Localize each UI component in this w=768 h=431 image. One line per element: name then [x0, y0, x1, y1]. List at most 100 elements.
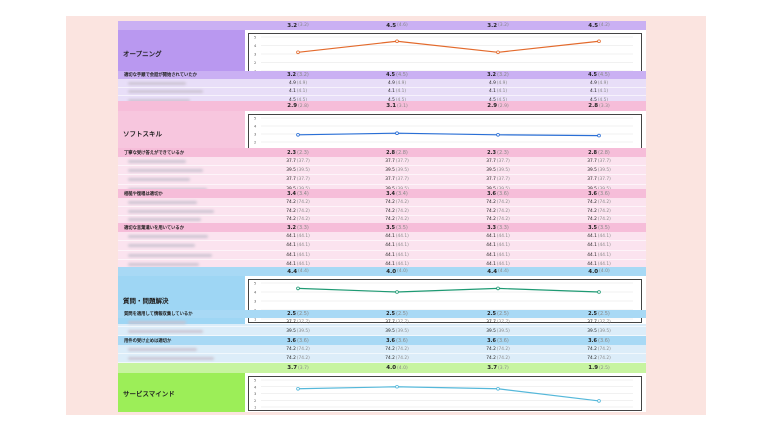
redacted-label: [128, 263, 199, 267]
data-point: [597, 39, 601, 44]
score-value: 3.2: [287, 224, 296, 231]
score-previous: (37.7): [597, 177, 611, 183]
score-value: 2.5: [386, 311, 395, 317]
score-cell: 44.1 (44.1): [452, 260, 544, 269]
score-cell: 74.2 (74.2): [452, 198, 544, 207]
score-cell: 4.5(4.5): [351, 96, 443, 105]
score-value: 74.2: [486, 347, 496, 353]
score-value: 44.1: [587, 252, 597, 258]
score-previous: (74.2): [395, 356, 409, 362]
score-cell: 74.2 (74.2): [252, 345, 344, 354]
score-previous: (37.7): [395, 159, 409, 165]
score-previous: (3.3): [497, 224, 509, 231]
score-previous: (74.2): [296, 208, 310, 214]
row-divider: [118, 205, 646, 207]
question-label: 丁寧な受け答えができているか: [124, 150, 185, 156]
redacted-label: [128, 81, 186, 85]
score-previous: (44.1): [395, 252, 409, 258]
score-cell: 39.5(39.5): [553, 327, 645, 336]
score-value: 44.1: [385, 262, 395, 268]
redacted-label: [128, 178, 190, 182]
score-cell: 37.7 (37.7): [351, 175, 443, 184]
data-point: [597, 290, 601, 294]
score-previous: (37.7): [496, 177, 510, 183]
redacted-label: [128, 235, 208, 239]
score-cell: 44.1 (44.1): [553, 260, 645, 269]
score-value: 37.7: [587, 177, 597, 183]
score-value: 4.1: [288, 89, 296, 95]
score-previous: (39.5): [597, 329, 611, 335]
row-divider: [118, 249, 646, 251]
row-divider: [118, 258, 646, 260]
score-value: 44.1: [486, 243, 496, 249]
score-value: 3.7: [487, 365, 498, 371]
score-previous: (2.3): [497, 149, 509, 156]
row-divider: [118, 183, 646, 185]
score-value: 3.2: [487, 72, 496, 78]
score-value: 37.7: [385, 320, 395, 326]
score-previous: (4.0): [397, 365, 408, 371]
score-value: 4.5: [386, 22, 397, 29]
score-previous: (39.5): [296, 168, 310, 174]
score-value: 74.2: [587, 356, 597, 362]
section-summary-row: 3.2 (3.2) 4.5 (4.6) 3.2 (3.2) 4.5 (4.2): [118, 21, 646, 30]
score-value: 2.3: [487, 149, 496, 156]
score-value: 3.5: [588, 224, 597, 231]
score-cell: 2.3 (2.3): [452, 148, 544, 157]
score-previous: (3.3): [297, 224, 309, 231]
score-value: 4.9: [488, 80, 496, 86]
score-previous: (74.2): [296, 356, 310, 362]
score-value: 4.9: [387, 80, 395, 86]
score-value: 44.1: [587, 262, 597, 268]
score-cell: 3.2 (3.2): [252, 21, 344, 30]
score-cell: 74.2 (74.2): [452, 354, 544, 363]
score-cell: 39.5(39.5): [452, 327, 544, 336]
score-value: 3.2: [287, 22, 298, 29]
score-previous: (37.7): [597, 320, 611, 326]
redacted-label: [128, 330, 203, 334]
score-previous: (4.4): [298, 269, 309, 274]
score-value: 3.6: [386, 337, 395, 344]
score-value: 74.2: [286, 208, 296, 214]
score-previous: (4.4): [498, 269, 509, 274]
score-previous: (3.2): [298, 23, 309, 28]
score-value: 74.2: [385, 356, 395, 362]
score-previous: (3.5): [598, 224, 610, 231]
y-tick-label: 3: [254, 53, 256, 57]
score-previous: (37.7): [496, 159, 510, 165]
score-cell: 37.7 (37.7): [252, 318, 344, 327]
score-value: 39.5: [286, 168, 296, 174]
score-cell: 37.7 (37.7): [351, 318, 443, 327]
score-previous: (4.5): [598, 98, 608, 103]
y-tick-label: 4: [254, 44, 257, 48]
score-value: 2.5: [487, 311, 496, 317]
score-value: 39.5: [587, 168, 597, 174]
score-cell: 74.2 (74.2): [351, 354, 443, 363]
score-cell: 44.1 (44.1): [553, 251, 645, 260]
score-cell: 4.0 (4.0): [351, 267, 443, 276]
data-point: [496, 286, 500, 291]
score-value: 37.7: [486, 177, 496, 183]
section-category: ソフトスキル: [118, 111, 245, 155]
score-value: 44.1: [385, 243, 395, 249]
score-cell: 3.6 (3.6): [452, 336, 544, 345]
score-previous: (3.1): [397, 103, 408, 109]
score-previous: (44.1): [296, 234, 310, 240]
score-value: 74.2: [385, 208, 395, 214]
score-previous: (44.1): [496, 262, 510, 268]
score-cell: 37.7 (37.7): [553, 157, 645, 166]
score-value: 4.1: [387, 89, 395, 95]
score-value: 3.6: [588, 337, 597, 344]
score-cell: 3.6 (3.6): [452, 189, 544, 198]
row-divider: [118, 240, 646, 242]
y-tick-label: 4: [254, 385, 257, 389]
score-value: 2.8: [588, 103, 599, 109]
score-cell: 3.2 (3.2): [252, 71, 344, 79]
table-row: 74.2 (74.2) 74.2 (74.2) 74.2 (74.2) 74.2 (74.2): [118, 354, 646, 364]
score-previous: (4.9): [597, 80, 609, 86]
score-cell: 39.5(39.5): [351, 327, 443, 336]
table-row: 37.7 (37.7) 37.7 (37.7) 37.7 (37.7) 37.7 (37.7): [118, 175, 646, 185]
score-cell: 74.2 (74.2): [553, 345, 645, 354]
score-value: 39.5: [486, 168, 496, 174]
score-value: 39.5: [486, 329, 496, 335]
